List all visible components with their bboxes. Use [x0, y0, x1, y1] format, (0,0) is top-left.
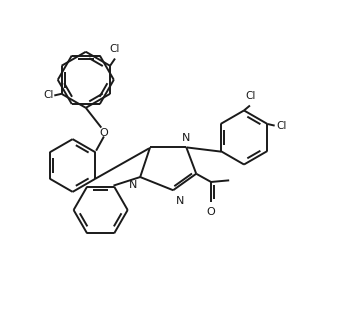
- Text: O: O: [207, 207, 215, 217]
- Text: O: O: [99, 127, 108, 138]
- Text: N: N: [176, 196, 184, 206]
- Text: Cl: Cl: [110, 44, 120, 54]
- Text: N: N: [182, 133, 190, 143]
- Text: N: N: [129, 180, 138, 190]
- Text: Cl: Cl: [246, 91, 256, 101]
- Text: Cl: Cl: [43, 90, 53, 100]
- Text: Cl: Cl: [277, 120, 287, 131]
